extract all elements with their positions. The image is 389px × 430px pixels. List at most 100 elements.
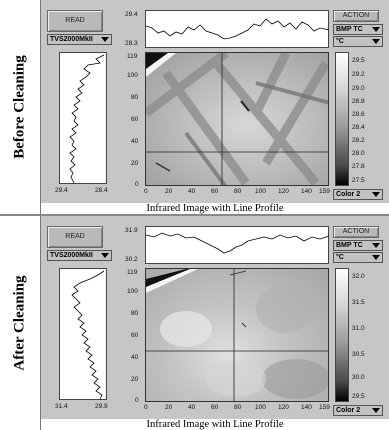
y-tick: 0 xyxy=(135,181,139,188)
colorbar-tick: 28.2 xyxy=(352,137,365,144)
y-tick: 60 xyxy=(131,332,139,339)
camera-select[interactable]: TVS2000MkII xyxy=(47,250,112,261)
side-label-box: After Cleaning xyxy=(0,216,41,430)
y-tick: 80 xyxy=(131,310,139,317)
x-tick: 40 xyxy=(188,188,196,195)
camera-select-label: TVS2000MkII xyxy=(50,252,93,259)
top-profile-ymin: 30.2 xyxy=(125,256,138,263)
top-profile-graph xyxy=(146,18,330,40)
palette-select[interactable]: Color 2 xyxy=(333,189,383,200)
unit-select-label: °C xyxy=(336,254,344,261)
infrared-image-content xyxy=(146,53,328,185)
y-tick: 100 xyxy=(127,72,138,79)
y-tick: 20 xyxy=(131,376,139,383)
action-button[interactable]: ACTION xyxy=(333,10,379,22)
instrument-panel: READ TVS2000MkII 29.4 28.3 ACTION BMP TC… xyxy=(41,0,389,203)
x-tick: 140 xyxy=(301,404,312,411)
y-tick: 119 xyxy=(127,53,138,60)
left-line-profile xyxy=(59,52,107,184)
colorbar-tick: 31.5 xyxy=(352,299,365,306)
colorbar-tick: 27.8 xyxy=(352,163,365,170)
colorbar-tick: 28.0 xyxy=(352,150,365,157)
side-label: After Cleaning xyxy=(11,275,28,371)
x-tick: 0 xyxy=(144,404,148,411)
top-profile-ymax: 31.9 xyxy=(125,227,138,234)
action-button[interactable]: ACTION xyxy=(333,226,379,238)
top-line-profile xyxy=(145,10,330,48)
infrared-image-content xyxy=(146,269,328,401)
colorbar-tick: 29.5 xyxy=(352,57,365,64)
left-profile-graph xyxy=(71,270,105,400)
colorbar-tick: 29.0 xyxy=(352,85,365,92)
colorbar-tick: 28.8 xyxy=(352,98,365,105)
y-tick: 40 xyxy=(131,138,139,145)
left-profile-xleft: 31.4 xyxy=(55,403,68,410)
colorbar-tick: 31.0 xyxy=(352,325,365,332)
x-tick: 159 xyxy=(319,188,330,195)
infrared-image[interactable] xyxy=(145,52,329,186)
colorbar-tick: 32.0 xyxy=(352,273,365,280)
x-tick: 140 xyxy=(301,188,312,195)
chevron-down-icon xyxy=(101,253,109,258)
left-profile-xright: 29.9 xyxy=(95,403,108,410)
unit-select[interactable]: °C xyxy=(333,252,383,263)
top-line-profile xyxy=(145,226,330,264)
panel-divider xyxy=(0,214,389,216)
x-tick: 60 xyxy=(211,404,219,411)
mode-select-label: BMP TC xyxy=(336,26,363,33)
y-tick: 20 xyxy=(131,160,139,167)
chevron-down-icon xyxy=(372,408,380,413)
panel-before-cleaning: Before Cleaning READ TVS2000MkII 29.4 28… xyxy=(0,0,389,214)
top-profile-ymax: 29.4 xyxy=(125,11,138,18)
side-label: Before Cleaning xyxy=(11,55,28,159)
chevron-down-icon xyxy=(372,192,380,197)
y-tick: 100 xyxy=(127,288,138,295)
palette-select[interactable]: Color 2 xyxy=(333,405,383,416)
left-line-profile xyxy=(59,268,107,400)
side-label-box: Before Cleaning xyxy=(0,0,41,214)
x-tick: 100 xyxy=(255,404,266,411)
mode-select-label: BMP TC xyxy=(336,242,363,249)
chevron-down-icon xyxy=(372,39,380,44)
colorbar-tick: 29.2 xyxy=(352,71,365,78)
read-button[interactable]: READ xyxy=(47,226,103,248)
colorbar xyxy=(335,52,349,186)
colorbar-tick: 30.0 xyxy=(352,374,365,381)
top-profile-graph xyxy=(146,232,330,254)
chevron-down-icon xyxy=(372,255,380,260)
x-tick: 100 xyxy=(255,188,266,195)
unit-select[interactable]: °C xyxy=(333,36,383,47)
x-tick: 80 xyxy=(234,188,242,195)
x-tick: 60 xyxy=(211,188,219,195)
x-tick: 159 xyxy=(319,404,330,411)
mode-select[interactable]: BMP TC xyxy=(333,240,383,251)
palette-select-label: Color 2 xyxy=(336,407,361,414)
top-profile-ymin: 28.3 xyxy=(125,40,138,47)
colorbar-tick: 27.5 xyxy=(352,177,365,184)
x-tick: 0 xyxy=(144,188,148,195)
figure-caption: Infrared Image with Line Profile xyxy=(146,203,284,214)
panel-after-cleaning: After Cleaning READ TVS2000MkII 31.9 30.… xyxy=(0,216,389,430)
colorbar-tick: 30.5 xyxy=(352,351,365,358)
camera-select[interactable]: TVS2000MkII xyxy=(47,34,112,45)
y-tick: 119 xyxy=(127,269,138,276)
figure-caption: Infrared Image with Line Profile xyxy=(146,419,284,430)
palette-select-label: Color 2 xyxy=(336,191,361,198)
x-tick: 120 xyxy=(278,188,289,195)
mode-select[interactable]: BMP TC xyxy=(333,24,383,35)
left-profile-xright: 28.4 xyxy=(95,187,108,194)
y-tick: 80 xyxy=(131,94,139,101)
chevron-down-icon xyxy=(101,37,109,42)
x-tick: 80 xyxy=(234,404,242,411)
instrument-panel: READ TVS2000MkII 31.9 30.2 ACTION BMP TC… xyxy=(41,216,389,419)
left-profile-graph xyxy=(69,54,105,184)
y-tick: 0 xyxy=(135,397,139,404)
unit-select-label: °C xyxy=(336,38,344,45)
chevron-down-icon xyxy=(372,27,380,32)
infrared-image[interactable] xyxy=(145,268,329,402)
read-button[interactable]: READ xyxy=(47,10,103,32)
colorbar-tick: 28.4 xyxy=(352,124,365,131)
camera-select-label: TVS2000MkII xyxy=(50,36,93,43)
y-tick: 60 xyxy=(131,116,139,123)
colorbar xyxy=(335,268,349,402)
